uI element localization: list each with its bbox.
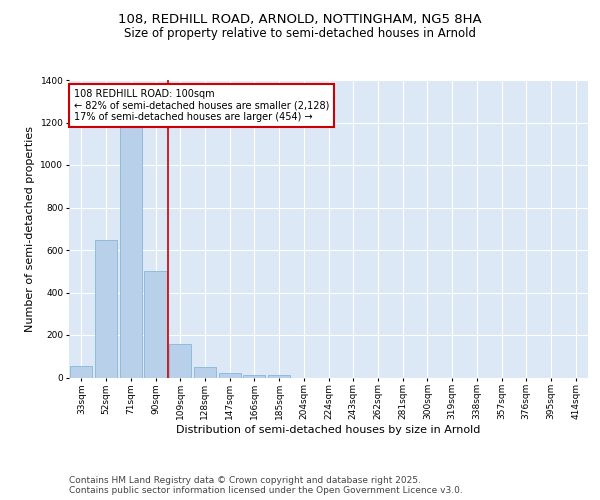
Bar	[169, 344, 191, 378]
Bar	[194, 367, 216, 378]
Bar	[70, 366, 92, 378]
Bar	[95, 240, 117, 378]
Text: 108 REDHILL ROAD: 100sqm
← 82% of semi-detached houses are smaller (2,128)
17% o: 108 REDHILL ROAD: 100sqm ← 82% of semi-d…	[74, 89, 329, 122]
Text: Contains HM Land Registry data © Crown copyright and database right 2025.
Contai: Contains HM Land Registry data © Crown c…	[69, 476, 463, 495]
Text: Size of property relative to semi-detached houses in Arnold: Size of property relative to semi-detach…	[124, 28, 476, 40]
Bar	[218, 373, 241, 378]
Bar	[119, 124, 142, 378]
Bar	[243, 376, 265, 378]
X-axis label: Distribution of semi-detached houses by size in Arnold: Distribution of semi-detached houses by …	[176, 425, 481, 435]
Bar	[268, 376, 290, 378]
Y-axis label: Number of semi-detached properties: Number of semi-detached properties	[25, 126, 35, 332]
Bar	[145, 271, 167, 378]
Text: 108, REDHILL ROAD, ARNOLD, NOTTINGHAM, NG5 8HA: 108, REDHILL ROAD, ARNOLD, NOTTINGHAM, N…	[118, 12, 482, 26]
